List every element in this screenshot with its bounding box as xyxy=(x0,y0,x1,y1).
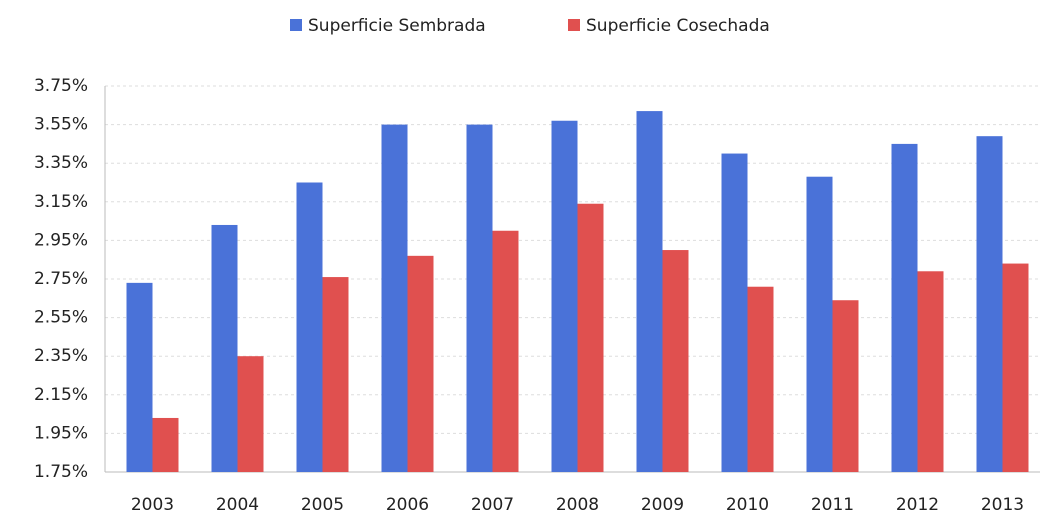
bar xyxy=(832,300,859,472)
x-tick-label: 2010 xyxy=(726,495,769,515)
y-tick-label: 3.55% xyxy=(34,115,88,135)
bar xyxy=(662,250,689,472)
y-tick-label: 3.75% xyxy=(34,76,88,96)
bar xyxy=(237,356,264,472)
bar xyxy=(976,136,1003,472)
bar xyxy=(577,203,604,473)
x-tick-label: 2006 xyxy=(386,495,429,515)
legend-swatch xyxy=(290,19,302,31)
y-tick-label: 3.35% xyxy=(34,153,88,173)
bar xyxy=(917,271,944,472)
bar xyxy=(636,111,663,472)
bar xyxy=(806,176,833,472)
x-tick-label: 2003 xyxy=(131,495,174,515)
legend-swatch xyxy=(568,19,580,31)
y-tick-label: 3.15% xyxy=(34,192,88,212)
bar xyxy=(211,224,238,472)
y-tick-label: 2.55% xyxy=(34,308,88,328)
x-tick-label: 2005 xyxy=(301,495,344,515)
x-tick-label: 2004 xyxy=(216,495,259,515)
x-tick-label: 2008 xyxy=(556,495,599,515)
bar xyxy=(1002,263,1029,472)
x-tick-label: 2009 xyxy=(641,495,684,515)
y-tick-label: 1.95% xyxy=(34,423,88,443)
bar xyxy=(381,124,408,472)
legend-label: Superficie Cosechada xyxy=(586,16,770,36)
bar xyxy=(721,153,748,473)
x-tick-label: 2011 xyxy=(811,495,854,515)
bar xyxy=(466,124,493,472)
x-tick-label: 2012 xyxy=(896,495,939,515)
bar xyxy=(152,417,179,472)
bar xyxy=(407,255,434,472)
x-tick-label: 2013 xyxy=(981,495,1024,515)
y-tick-label: 2.15% xyxy=(34,385,88,405)
x-tick-label: 2007 xyxy=(471,495,514,515)
bar xyxy=(296,182,323,472)
legend-label: Superficie Sembrada xyxy=(308,16,486,36)
y-tick-label: 2.95% xyxy=(34,230,88,250)
y-tick-label: 1.75% xyxy=(34,462,88,482)
bar xyxy=(891,143,918,472)
bar xyxy=(492,230,519,472)
y-tick-label: 2.35% xyxy=(34,346,88,366)
bar xyxy=(747,286,774,472)
y-tick-label: 2.75% xyxy=(34,269,88,289)
bar xyxy=(126,282,153,472)
bar xyxy=(322,277,349,472)
bar xyxy=(551,120,578,473)
